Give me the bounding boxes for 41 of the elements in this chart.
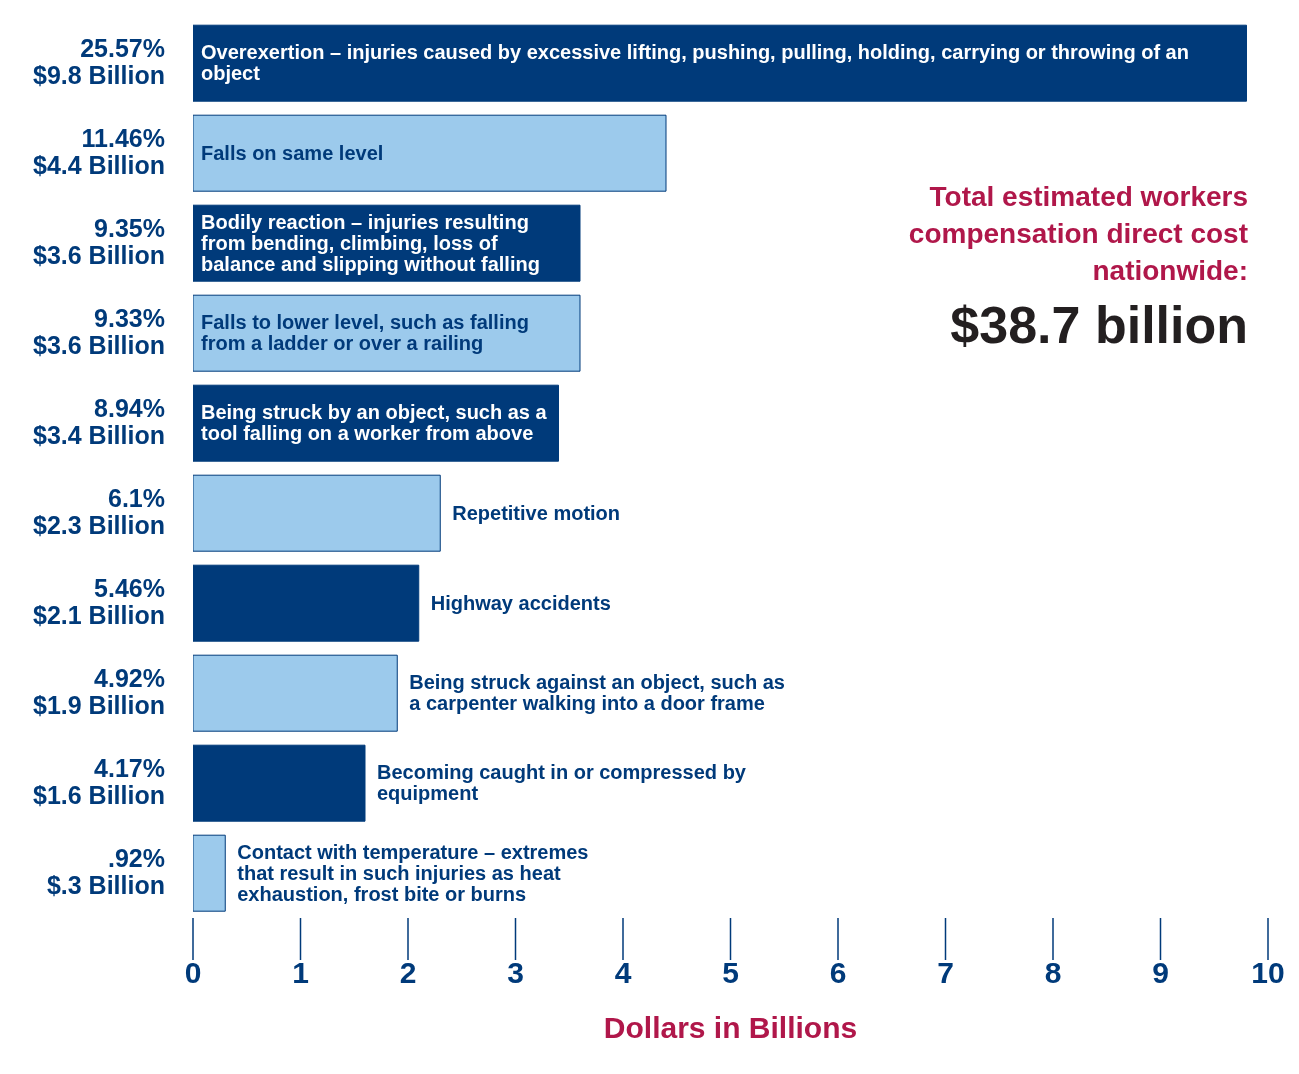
x-tick-label: 6 xyxy=(829,956,847,990)
x-tick-label: 4 xyxy=(614,956,632,990)
bar xyxy=(193,24,1247,102)
y-tick-label: Falls on same level xyxy=(201,141,384,164)
y-tick-label: Becoming caught in or compressed by equipment xyxy=(377,761,747,805)
data-label: 9.33% $3.6 Billion xyxy=(33,303,165,359)
bar xyxy=(193,834,226,912)
data-label: 4.92% $1.9 Billion xyxy=(33,663,165,719)
y-tick-label: Being struck against an object, such as a carpenter walking into a door frame xyxy=(409,671,786,715)
x-axis-title: Dollars in Billions xyxy=(603,1011,858,1044)
x-tick-label: 8 xyxy=(1044,956,1062,990)
y-tick-label: Falls to lower level, such as falling from a ladder or over a railing xyxy=(201,311,530,355)
data-label: 8.94% $3.4 Billion xyxy=(33,393,165,449)
data-label: 4.17% $1.6 Billion xyxy=(33,753,165,809)
data-label: 11.46% $4.4 Billion xyxy=(33,123,165,179)
y-tick-label: Repetitive motion xyxy=(452,501,621,524)
y-tick-label: Overexertion – injuries caused by excessive lifting, pushing, pulling, holding, carrying or throwing of an object xyxy=(201,41,1190,85)
x-tick-label: 3 xyxy=(507,956,524,990)
bar xyxy=(193,564,420,642)
annotation: $38.7 billion xyxy=(949,295,1248,355)
data-label: 25.57% $9.8 Billion xyxy=(33,33,165,89)
data-label: 5.46% $2.1 Billion xyxy=(33,573,165,629)
y-tick-label: Contact with temperature – extremes that result in such injuries as heat exhaustion, frost bite or burns xyxy=(237,840,590,905)
y-tick-label: Bodily reaction – injuries resulting from bending, climbing, loss of balance and slipping without falling xyxy=(201,210,541,275)
x-tick-label: 2 xyxy=(399,956,417,990)
x-tick-label: 1 xyxy=(292,956,309,990)
data-label: 9.35% $3.6 Billion xyxy=(33,213,165,269)
x-tick-label: 0 xyxy=(184,956,202,990)
data-label: .92% $.3 Billion xyxy=(46,843,165,899)
x-tick-label: 9 xyxy=(1152,956,1169,990)
bar xyxy=(193,744,366,822)
x-tick-label: 5 xyxy=(722,956,739,990)
data-label: 6.1% $2.3 Billion xyxy=(33,483,165,539)
bar xyxy=(193,654,398,732)
x-tick-label: 7 xyxy=(937,956,954,990)
bar xyxy=(193,114,667,192)
x-tick-label: 10 xyxy=(1251,956,1285,990)
bar xyxy=(193,474,441,552)
y-tick-label: Being struck by an object, such as a tool falling on a worker from above xyxy=(201,401,548,445)
y-tick-label: Highway accidents xyxy=(430,591,611,614)
annotation: Total estimated workers compensation direct cost nationwide: xyxy=(907,180,1248,288)
